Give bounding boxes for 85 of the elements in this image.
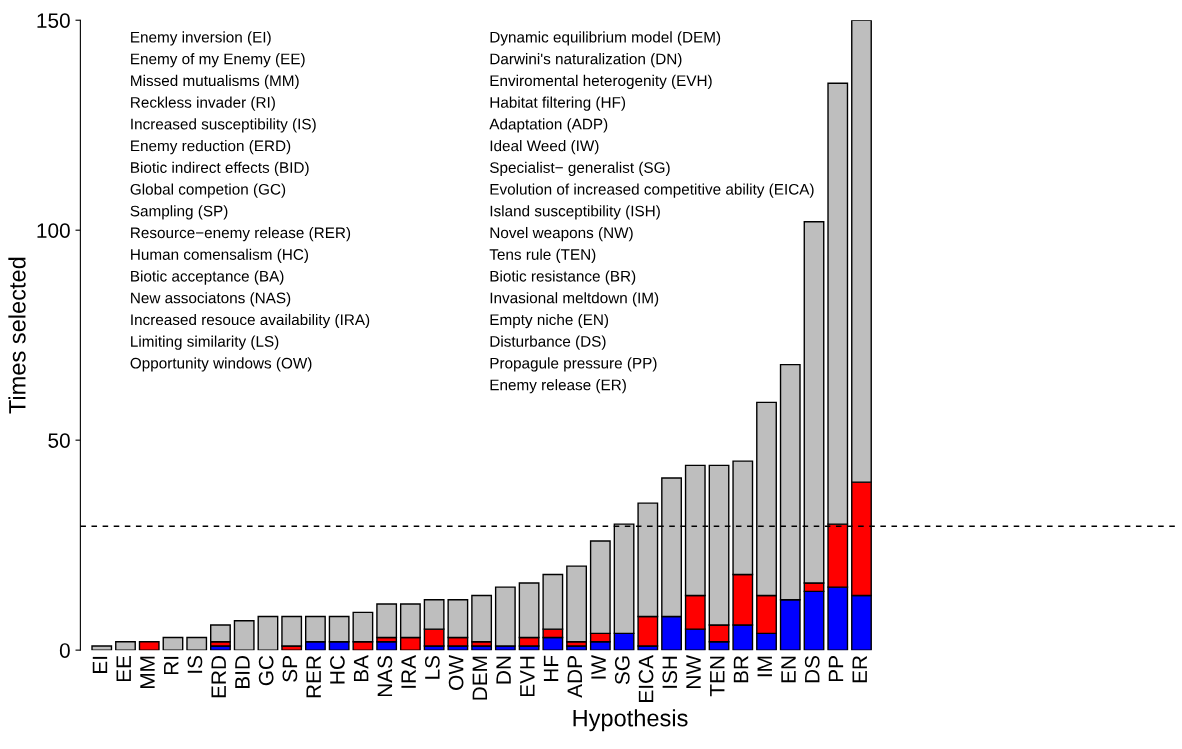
- annotation: Empty niche (EN): [490, 313, 609, 329]
- y-tick-label: 0: [59, 643, 70, 658]
- annotation: Enemy reduction (ERD): [131, 140, 291, 155]
- x-tick-label: SP: [282, 656, 298, 682]
- x-tick-label: EI: [92, 656, 108, 673]
- annotation: Dynamic equilibrium model (DEM): [490, 31, 721, 46]
- bar: [281, 615, 303, 647]
- x-tick-label: HF: [543, 655, 559, 682]
- bar: [162, 636, 184, 651]
- x-axis-title: Hypothesis: [573, 709, 688, 732]
- bar: [376, 603, 398, 639]
- annotation: Disturbance (DS): [490, 335, 606, 350]
- x-tick-label: EE: [116, 655, 131, 682]
- x-tick-label: ISH: [662, 656, 678, 688]
- x-tick-label: DEM: [472, 656, 488, 700]
- x-tick-label: TEN: [710, 656, 725, 697]
- annotation: Increased resouce availability (IRA): [131, 313, 370, 329]
- bar: [115, 641, 136, 651]
- x-tick-label: MM: [140, 656, 155, 688]
- y-tick-label: 150: [37, 13, 70, 28]
- annotation: Invasional meltdown (IM): [490, 292, 659, 307]
- bar: [91, 645, 113, 651]
- annotation: Opportunity windows (OW): [130, 357, 312, 372]
- annotation: Enemy release (ER): [490, 379, 626, 394]
- bar: [257, 615, 279, 651]
- annotation: Specialist− generalist (SG): [490, 161, 670, 176]
- x-tick-label: IM: [757, 656, 772, 677]
- annotation: Enviromental heterogenity (EVH): [490, 74, 712, 90]
- x-tick-label: RI: [164, 656, 179, 675]
- annotation: Novel weapons (NW): [490, 226, 633, 242]
- annotation: Missed mutualisms (MM): [131, 74, 299, 90]
- bar: [471, 594, 493, 643]
- bar: [138, 641, 160, 651]
- x-tick-label: IW: [591, 655, 606, 679]
- annotation: New associatons (NAS): [131, 292, 291, 307]
- annotation: Tens rule (TEN): [489, 248, 596, 263]
- annotation: Island susceptibility (ISH): [490, 205, 660, 220]
- annotation: Sampling (SP): [130, 205, 228, 220]
- x-tick-label: NAS: [377, 655, 393, 697]
- annotation: Reckless invader (RI): [131, 96, 275, 111]
- annotation: Enemy of my Enemy (EE): [131, 53, 305, 68]
- x-tick-label: BA: [353, 655, 369, 682]
- annotation: Biotic indirect effects (BID): [131, 161, 309, 176]
- x-tick-label: EN: [781, 656, 796, 683]
- bar: [233, 620, 255, 651]
- x-tick-label: HC: [330, 655, 345, 684]
- x-tick-label: BID: [235, 655, 250, 689]
- annotation: Habitat filtering (HF): [490, 96, 626, 111]
- x-tick-label: EICA: [638, 655, 654, 702]
- x-tick-label: BR: [733, 655, 749, 683]
- x-tick-label: IS: [187, 655, 203, 673]
- x-tick-label: ER: [852, 655, 867, 683]
- annotation: Darwini's naturalization (DN): [490, 53, 682, 68]
- x-tick-label: DS: [804, 655, 820, 683]
- y-axis-title: Times selected: [8, 257, 26, 414]
- x-tick-label: OW: [448, 655, 464, 690]
- x-tick-label: RER: [306, 655, 321, 698]
- annotation: Biotic resistance (BR): [490, 270, 636, 285]
- annotation: Ideal Weed (IW): [490, 140, 599, 155]
- annotation: Biotic acceptance (BA): [131, 270, 284, 285]
- x-tick-label: ADP: [567, 656, 582, 698]
- x-tick-label: NW: [686, 655, 701, 688]
- x-tick-label: EVH: [520, 656, 535, 697]
- x-tick-label: PP: [828, 656, 844, 682]
- annotation: Adaptation (ADP): [489, 118, 608, 133]
- y-tick-label: 100: [37, 223, 70, 238]
- x-tick-label: GC: [258, 655, 274, 686]
- annotation: Evolution of increased competitive ability (EICA): [490, 183, 814, 198]
- bar: [494, 586, 516, 647]
- x-tick-label: IRA: [401, 655, 416, 688]
- x-tick-label: LS: [424, 655, 440, 679]
- x-tick-label: DN: [496, 656, 511, 684]
- annotation: Global competion (GC): [130, 183, 286, 198]
- bar: [210, 624, 231, 643]
- annotation: Propagule pressure (PP): [490, 357, 657, 372]
- bar: [566, 565, 588, 643]
- annotation: Human comensalism (HC): [131, 248, 309, 263]
- annotation: Enemy inversion (EI): [131, 31, 271, 46]
- annotation: Resource−enemy release (RER): [131, 226, 351, 242]
- y-tick-label: 50: [48, 433, 70, 448]
- annotation: Increased susceptibility (IS): [131, 118, 316, 133]
- annotation: Limiting similarity (LS): [131, 335, 279, 350]
- x-tick-label: ERD: [211, 655, 226, 698]
- bar: [186, 636, 208, 651]
- x-tick-label: SG: [614, 656, 630, 685]
